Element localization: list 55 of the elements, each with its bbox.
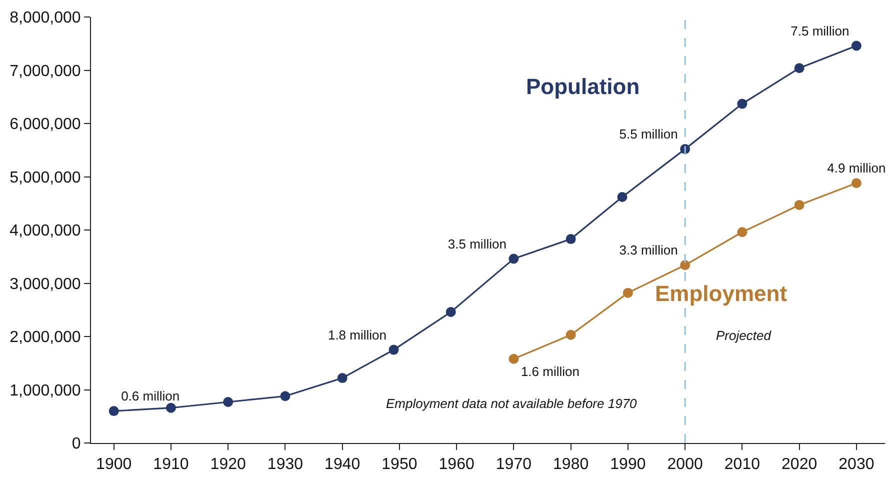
y-tick-label: 3,000,000 bbox=[10, 276, 81, 293]
point bbox=[851, 40, 862, 51]
x-tick-label: 1990 bbox=[610, 456, 646, 474]
y-tick-label: 5,000,000 bbox=[10, 169, 81, 186]
point bbox=[337, 373, 348, 384]
data-label: 1.8 million bbox=[328, 327, 386, 342]
point bbox=[566, 330, 576, 340]
y-tick-label: 0 bbox=[72, 436, 81, 453]
x-tick-label: 2000 bbox=[667, 456, 703, 474]
data-label: 5.5 million bbox=[619, 126, 678, 142]
point bbox=[446, 307, 456, 318]
point bbox=[622, 288, 633, 298]
series-label: Employment bbox=[655, 281, 788, 306]
x-tick-label: 1920 bbox=[210, 456, 246, 474]
x-tick-label: 1940 bbox=[324, 456, 360, 474]
x-tick-label: 1960 bbox=[438, 456, 474, 474]
data-label: 7.5 million bbox=[790, 23, 850, 38]
annotation: Projected bbox=[716, 328, 772, 343]
text: Population bbox=[526, 74, 640, 99]
data-label: 0.6 million bbox=[121, 388, 180, 404]
point bbox=[508, 254, 519, 264]
point bbox=[737, 227, 748, 238]
point bbox=[617, 192, 628, 202]
point bbox=[508, 354, 519, 364]
x-tick-label: 2030 bbox=[838, 456, 874, 474]
point bbox=[851, 178, 862, 188]
x-tick-label: 1930 bbox=[267, 456, 304, 474]
x-tick-label: 1980 bbox=[553, 456, 589, 474]
point bbox=[166, 402, 176, 413]
data-label: 3.5 million bbox=[448, 236, 506, 252]
point bbox=[108, 406, 119, 416]
y-tick-label: 7,000,000 bbox=[10, 62, 81, 80]
x-tick-label: 2020 bbox=[782, 456, 818, 474]
y-tick-label: 2,000,000 bbox=[10, 329, 81, 346]
x-tick-label: 1900 bbox=[96, 456, 132, 474]
annotation: Employment data not available before 1970 bbox=[386, 396, 638, 411]
data-label: 4.9 million bbox=[827, 160, 886, 176]
point bbox=[566, 234, 576, 244]
point bbox=[794, 200, 804, 210]
point bbox=[280, 391, 290, 402]
point bbox=[794, 63, 804, 74]
y-tick-label: 8,000,000 bbox=[10, 10, 81, 27]
x-tick-label: 1950 bbox=[382, 456, 418, 474]
point bbox=[388, 344, 399, 355]
y-tick-label: 6,000,000 bbox=[10, 116, 81, 134]
point bbox=[737, 98, 748, 109]
point bbox=[223, 397, 234, 407]
data-label: 1.6 million bbox=[520, 364, 580, 379]
data-label: 3.3 million bbox=[619, 242, 678, 258]
x-tick-label: 2010 bbox=[724, 456, 760, 474]
x-tick-label: 1970 bbox=[496, 456, 532, 474]
y-tick-label: 1,000,000 bbox=[10, 382, 81, 400]
y-tick-label: 4,000,000 bbox=[10, 222, 81, 240]
x-tick-label: 1910 bbox=[153, 456, 189, 474]
point bbox=[680, 260, 690, 270]
